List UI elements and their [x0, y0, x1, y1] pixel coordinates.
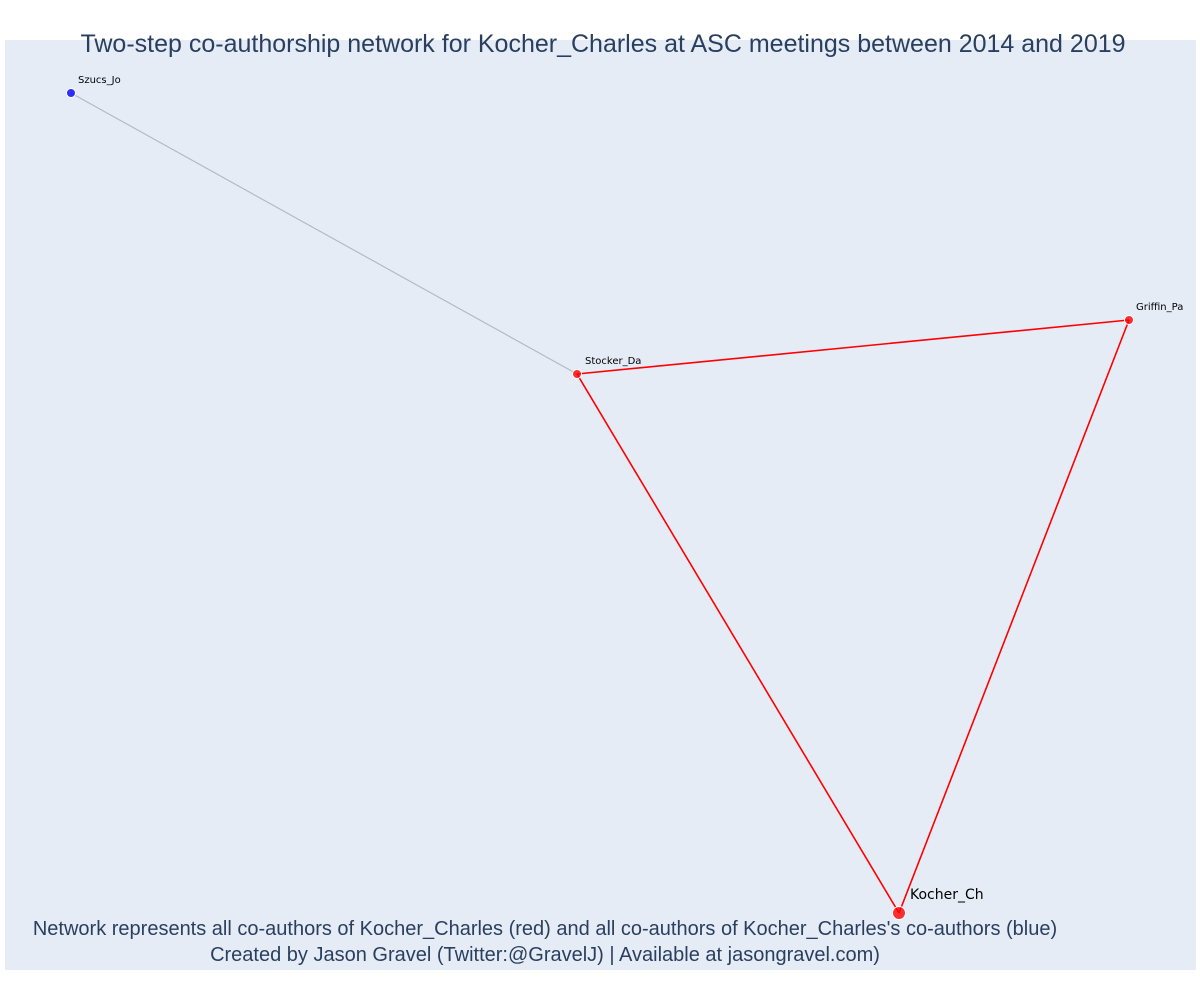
- footer-legend-note: Network represents all co-authors of Koc…: [32, 918, 1058, 940]
- edges-layer: [70, 92, 1130, 914]
- footer-credit: Created by Jason Gravel (Twitter:@Gravel…: [210, 944, 880, 966]
- node-griffin_pa[interactable]: [1124, 315, 1134, 325]
- nodes-layer: [66, 88, 1134, 920]
- edge-kocher_ch-griffin_pa: [898, 319, 1130, 914]
- edge-stocker_da-szucs_jo: [70, 92, 578, 375]
- edge-kocher_ch-stocker_da: [576, 373, 900, 914]
- labels-layer: Kocher_Ch Stocker_Da Griffin_Pa Szucs_Jo: [78, 75, 1183, 903]
- node-kocher_ch[interactable]: [892, 906, 906, 920]
- node-label-stocker_da: Stocker_Da: [585, 356, 641, 367]
- edge-stocker_da-griffin_pa: [576, 319, 1130, 375]
- node-label-griffin_pa: Griffin_Pa: [1136, 302, 1183, 313]
- chart-title: Two-step co-authorship network for Koche…: [80, 30, 1126, 58]
- node-szucs_jo[interactable]: [66, 88, 76, 98]
- node-label-kocher_ch: Kocher_Ch: [910, 887, 984, 903]
- plot-background: [5, 40, 1196, 970]
- node-stocker_da[interactable]: [572, 369, 582, 379]
- node-label-szucs_jo: Szucs_Jo: [78, 75, 121, 86]
